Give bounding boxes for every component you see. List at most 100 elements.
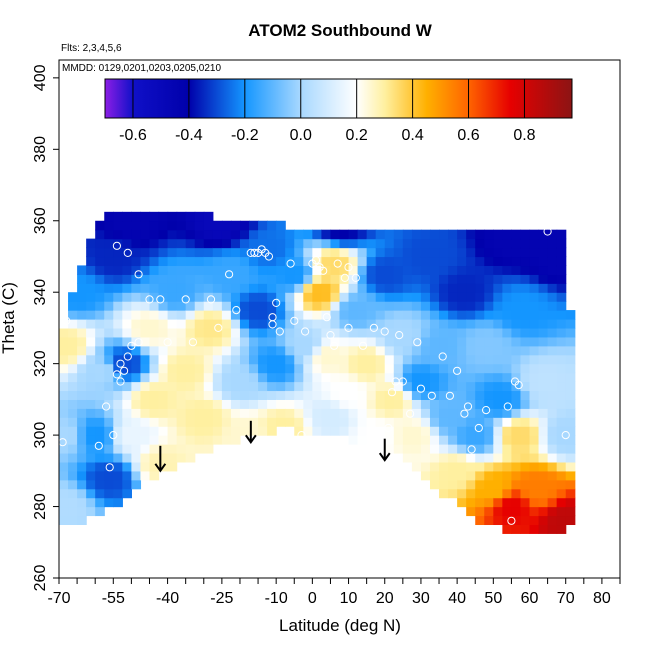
field-cell xyxy=(529,319,540,329)
field-cell xyxy=(86,274,96,284)
field-cell xyxy=(529,336,540,347)
field-cell xyxy=(149,238,160,249)
field-cell xyxy=(493,283,503,293)
field-cell xyxy=(176,399,187,409)
field-cell xyxy=(339,292,350,302)
field-cell xyxy=(493,426,503,436)
field-cell xyxy=(439,381,449,392)
field-cell xyxy=(529,363,540,374)
field-cell xyxy=(285,354,295,365)
observation-point xyxy=(134,338,143,347)
field-cell xyxy=(176,426,187,436)
field-cell xyxy=(466,319,476,329)
field-cell xyxy=(258,319,268,329)
field-cell xyxy=(429,417,440,427)
field-cell xyxy=(140,274,151,284)
field-cell xyxy=(267,283,277,293)
field-cell xyxy=(267,247,277,258)
field-cell xyxy=(439,452,449,463)
x-tick-label: 30 xyxy=(412,590,430,607)
field-cell xyxy=(411,327,422,338)
field-cell xyxy=(285,247,295,258)
field-cell xyxy=(457,310,467,320)
field-cell xyxy=(104,319,114,329)
field-cell xyxy=(429,390,440,400)
field-cell xyxy=(86,470,96,481)
field-cell xyxy=(420,247,431,258)
field-cell xyxy=(239,336,250,347)
field-cell xyxy=(312,372,322,383)
field-cell xyxy=(212,372,223,383)
field-cell xyxy=(158,220,169,231)
observation-point xyxy=(507,516,516,525)
field-cell xyxy=(122,310,132,320)
field-cell xyxy=(457,452,467,463)
field-cell xyxy=(276,283,286,293)
field-cell xyxy=(276,301,286,311)
field-cell xyxy=(194,292,205,302)
field-cell xyxy=(502,524,513,534)
field-cell xyxy=(321,363,332,374)
field-cell xyxy=(267,417,277,427)
field-cell xyxy=(547,506,558,517)
field-cell xyxy=(176,274,187,284)
field-cell xyxy=(556,408,567,418)
field-cell xyxy=(321,345,332,356)
field-cell xyxy=(420,444,431,454)
field-cell xyxy=(176,390,187,400)
field-cell xyxy=(330,229,341,240)
field-cell xyxy=(393,417,404,427)
field-cell xyxy=(140,229,151,240)
field-cell xyxy=(411,229,422,240)
field-cell xyxy=(158,256,169,267)
field-cell xyxy=(402,327,413,338)
field-cell xyxy=(393,256,404,267)
field-cell xyxy=(466,452,476,463)
field-cell xyxy=(212,408,223,418)
field-cell xyxy=(402,283,413,293)
field-cell xyxy=(158,354,169,365)
field-cell xyxy=(439,435,449,445)
field-cell xyxy=(411,426,422,436)
field-cell xyxy=(77,319,87,329)
field-cell xyxy=(538,497,549,508)
field-cell xyxy=(176,265,187,275)
field-cell xyxy=(511,444,522,454)
field-cell xyxy=(493,390,503,400)
field-cell xyxy=(348,229,359,240)
observation-point xyxy=(275,327,284,336)
field-cell xyxy=(375,247,386,258)
field-cell xyxy=(556,435,567,445)
field-cell xyxy=(149,256,160,267)
field-cell xyxy=(466,310,476,320)
field-cell xyxy=(203,372,214,383)
field-cell xyxy=(448,319,458,329)
field-cell xyxy=(402,444,413,454)
field-cell xyxy=(113,247,123,258)
field-cell xyxy=(176,327,187,338)
field-cell xyxy=(285,363,295,374)
field-cell xyxy=(520,444,531,454)
field-cell xyxy=(484,283,494,293)
field-cell xyxy=(131,327,142,338)
field-cell xyxy=(520,417,531,427)
field-cell xyxy=(448,381,458,392)
field-cell xyxy=(59,426,69,436)
field-cell xyxy=(104,426,114,436)
field-cell xyxy=(203,345,214,356)
colorbar-tick-label: 0.4 xyxy=(401,127,423,144)
field-cell xyxy=(249,336,259,347)
field-cell xyxy=(448,256,458,267)
field-cell xyxy=(294,417,304,427)
field-cell xyxy=(565,479,576,490)
field-cell xyxy=(122,345,132,356)
field-cell xyxy=(493,336,503,347)
field-cell xyxy=(312,319,322,329)
field-cell xyxy=(158,336,169,347)
observation-point xyxy=(326,331,335,340)
field-cell xyxy=(239,229,250,240)
observation-point xyxy=(333,259,342,268)
field-cell xyxy=(221,399,232,409)
field-cell xyxy=(330,319,341,329)
field-cell xyxy=(95,229,105,240)
